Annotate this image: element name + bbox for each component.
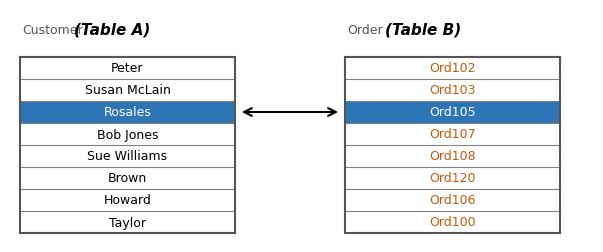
Text: (Table A): (Table A)	[74, 22, 150, 37]
Text: Howard: Howard	[104, 194, 151, 207]
Text: Ord100: Ord100	[429, 216, 476, 229]
Bar	[345, 80, 560, 102]
Bar	[20, 102, 235, 123]
Bar	[20, 211, 235, 233]
Text: Customer: Customer	[22, 23, 83, 36]
Text: Peter: Peter	[111, 62, 144, 75]
Bar	[345, 58, 560, 80]
Bar	[345, 189, 560, 211]
Bar	[345, 167, 560, 189]
Bar	[20, 167, 235, 189]
Text: Ord106: Ord106	[429, 194, 476, 207]
Text: Rosales: Rosales	[104, 106, 151, 119]
Text: Bob Jones: Bob Jones	[96, 128, 158, 141]
Text: Brown: Brown	[108, 172, 147, 185]
Bar	[345, 211, 560, 233]
Bar	[20, 80, 235, 102]
Text: Sue Williams: Sue Williams	[87, 150, 168, 163]
Text: Ord108: Ord108	[429, 150, 476, 163]
Bar	[20, 145, 235, 167]
Text: Taylor: Taylor	[109, 216, 146, 229]
Text: Ord107: Ord107	[429, 128, 476, 141]
Bar	[345, 102, 560, 123]
Text: (Table B): (Table B)	[385, 22, 461, 37]
Bar	[345, 145, 560, 167]
Bar	[345, 123, 560, 145]
Bar	[20, 189, 235, 211]
Bar	[20, 123, 235, 145]
Bar	[20, 58, 235, 80]
Text: Ord102: Ord102	[429, 62, 476, 75]
Text: Ord120: Ord120	[429, 172, 476, 185]
Text: Susan McLain: Susan McLain	[84, 84, 171, 97]
Text: Ord105: Ord105	[429, 106, 476, 119]
Text: Order: Order	[347, 23, 383, 36]
Text: Ord103: Ord103	[429, 84, 476, 97]
